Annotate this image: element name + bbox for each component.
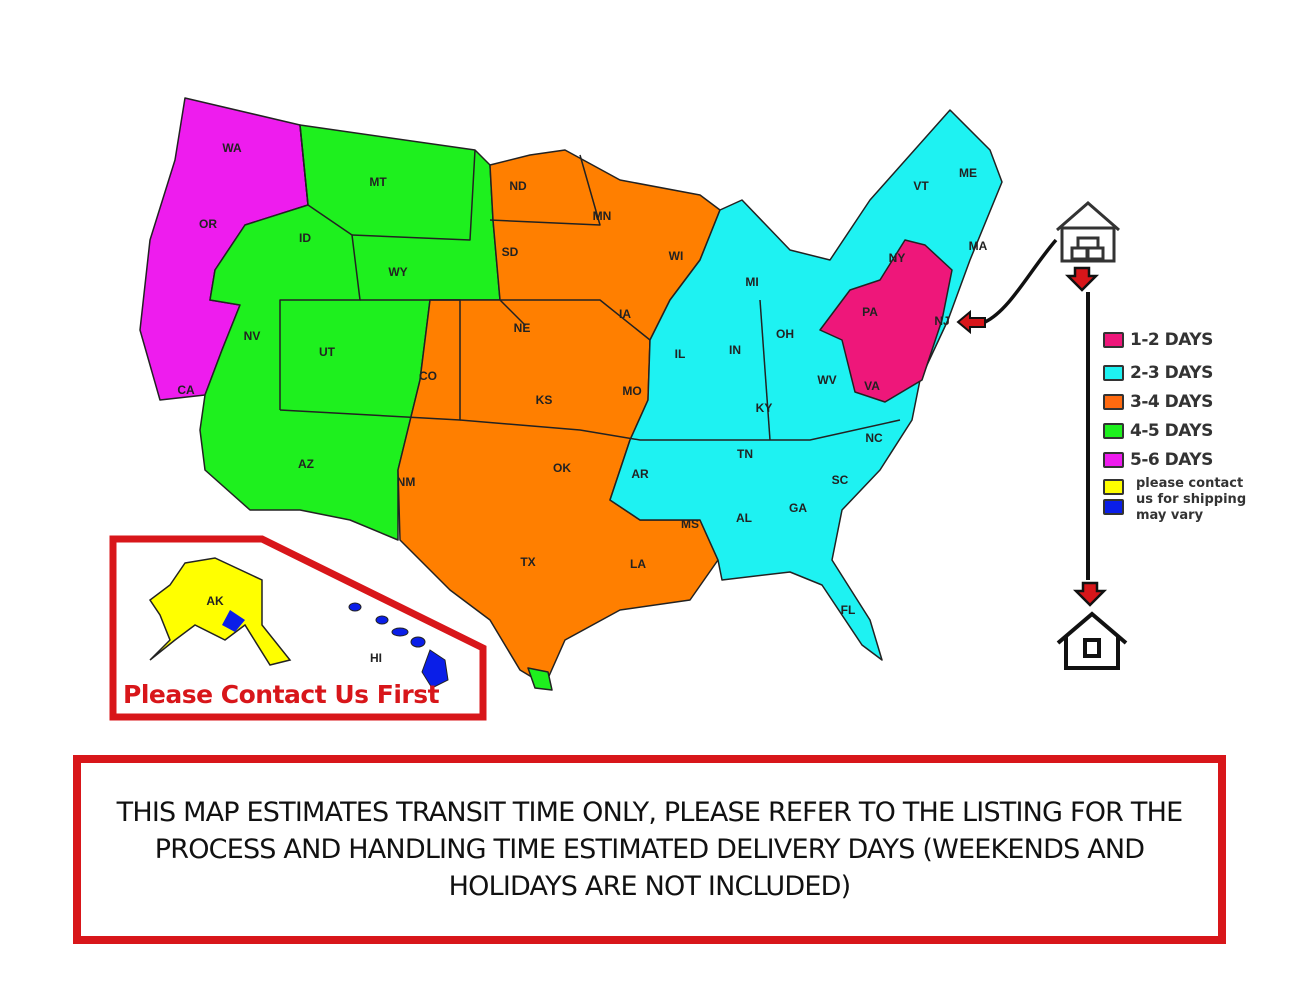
legend-note: please contact us for shipping may vary: [1103, 476, 1246, 524]
hawaii-big-island: [421, 649, 449, 689]
state-label-il: IL: [675, 347, 686, 361]
legend-item: 4-5 DAYS: [1103, 421, 1246, 441]
state-label-la: LA: [630, 557, 646, 571]
legend-swatch: [1103, 423, 1124, 439]
alaska-blue-area: [222, 610, 245, 632]
state-label-wi: WI: [669, 249, 684, 263]
alaska-shape: [148, 557, 292, 666]
legend-swatch: [1103, 332, 1124, 348]
state-label-az: AZ: [298, 457, 314, 471]
state-label-ca: CA: [177, 383, 195, 397]
state-label-va: VA: [864, 379, 880, 393]
state-label-tx: TX: [520, 555, 535, 569]
state-border: [500, 299, 651, 341]
legend-swatch-contact: [1103, 479, 1124, 495]
legend-swatch: [1103, 394, 1124, 410]
state-label-nv: NV: [244, 329, 261, 343]
legend-item: 2-3 DAYS: [1103, 363, 1246, 383]
state-label-ny: NY: [889, 251, 906, 265]
state-border: [759, 299, 771, 441]
inset-frame: [109, 535, 487, 721]
legend-item: 1-2 DAYS: [1103, 330, 1246, 350]
inset-label: Please Contact Us First: [123, 680, 440, 709]
state-label-ms: MS: [681, 517, 699, 531]
state-label-sd: SD: [502, 245, 519, 259]
hawaii-islands: [348, 602, 449, 689]
state-label-ia: IA: [619, 307, 631, 321]
zone-1-2-region: [819, 239, 953, 403]
state-label-id: ID: [299, 231, 311, 245]
legend-label: 5-6 DAYS: [1130, 450, 1213, 470]
hawaii-island: [391, 627, 409, 637]
state-label-in: IN: [729, 343, 741, 357]
state-label-or: OR: [199, 217, 217, 231]
state-border: [489, 154, 601, 226]
state-label-tn: TN: [737, 447, 753, 461]
state-label-nj: NJ: [934, 314, 949, 328]
state-label-mt: MT: [369, 175, 387, 189]
state-label-wy: WY: [388, 265, 407, 279]
legend-label: 1-2 DAYS: [1130, 330, 1213, 350]
notice-box: THIS MAP ESTIMATES TRANSIT TIME ONLY, PL…: [73, 755, 1226, 944]
zone-4-5-tip: [527, 667, 553, 691]
state-label-mo: MO: [622, 384, 641, 398]
legend-swatch: [1103, 365, 1124, 381]
state-label-ky: KY: [756, 401, 773, 415]
state-label-ks: KS: [536, 393, 553, 407]
state-label-nm: NM: [397, 475, 416, 489]
legend-item: 5-6 DAYS: [1103, 450, 1246, 470]
state-label-oh: OH: [776, 327, 794, 341]
legend-label: 4-5 DAYS: [1130, 421, 1213, 441]
state-border: [279, 299, 461, 421]
state-label-fl: FL: [841, 603, 856, 617]
warehouse-icon: [1056, 201, 1120, 263]
state-label-hi: HI: [370, 651, 382, 665]
state-label-mn: MN: [593, 209, 612, 223]
state-label-ma: MA: [969, 239, 988, 253]
state-border: [279, 124, 361, 410]
state-label-ga: GA: [789, 501, 807, 515]
state-label-nc: NC: [865, 431, 883, 445]
legend-note-line: may vary: [1136, 508, 1204, 523]
hawaii-island: [348, 602, 362, 612]
route-curve: [984, 238, 1058, 324]
state-label-pa: PA: [862, 305, 878, 319]
state-label-nd: ND: [509, 179, 527, 193]
state-label-me: ME: [959, 166, 977, 180]
state-label-wa: WA: [222, 141, 242, 155]
hawaii-island: [410, 636, 426, 648]
legend-swatch-vary: [1103, 499, 1124, 515]
legend-note-line: please contact: [1136, 476, 1244, 491]
legend-swatch: [1103, 452, 1124, 468]
state-label-al: AL: [736, 511, 752, 525]
state-label-ut: UT: [319, 345, 336, 359]
state-label-vt: VT: [913, 179, 929, 193]
state-border: [459, 419, 901, 441]
notice-text: THIS MAP ESTIMATES TRANSIT TIME ONLY, PL…: [116, 797, 1184, 902]
state-label-ak: AK: [206, 594, 224, 608]
legend-item: 3-4 DAYS: [1103, 392, 1246, 412]
legend-note-line: us for shipping: [1136, 492, 1247, 507]
house-icon: [1056, 611, 1128, 670]
state-label-ne: NE: [514, 321, 531, 335]
state-label-wv: WV: [817, 373, 836, 387]
legend-label: 3-4 DAYS: [1130, 392, 1213, 412]
state-label-ar: AR: [631, 467, 649, 481]
state-label-co: CO: [419, 369, 437, 383]
state-border: [351, 149, 476, 241]
red-arrow-icon: [1072, 581, 1108, 607]
state-label-mi: MI: [745, 275, 758, 289]
legend: 1-2 DAYS 2-3 DAYS 3-4 DAYS 4-5 DAYS 5-6 …: [1103, 330, 1246, 524]
red-arrow-icon: [1064, 266, 1100, 292]
legend-label: 2-3 DAYS: [1130, 363, 1213, 383]
red-arrow-icon: [956, 309, 986, 335]
state-label-sc: SC: [832, 473, 849, 487]
hawaii-island: [375, 615, 389, 625]
state-label-ok: OK: [553, 461, 571, 475]
